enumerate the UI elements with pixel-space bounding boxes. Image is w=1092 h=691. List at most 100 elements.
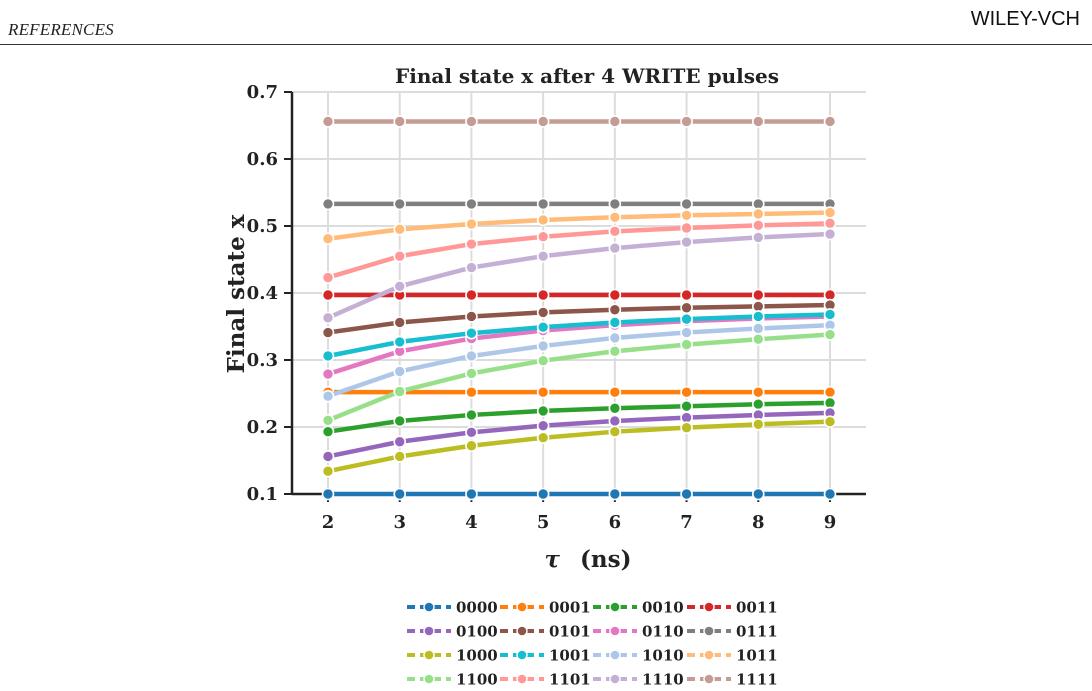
data-point [465, 237, 478, 251]
data-point [321, 413, 335, 427]
data-point [680, 208, 693, 222]
data-point [751, 418, 765, 431]
series-0001 [321, 385, 837, 399]
data-point [823, 227, 837, 241]
data-point [608, 344, 622, 358]
data-point [465, 261, 478, 274]
data-point [751, 231, 765, 244]
legend-marker [703, 625, 715, 637]
data-point [536, 115, 550, 128]
data-point [823, 206, 837, 219]
data-point [536, 320, 550, 334]
legend-label: 0011 [736, 599, 778, 617]
legend-marker [423, 673, 435, 685]
data-point [321, 367, 335, 381]
legend-item-0101: 0101 [500, 623, 591, 641]
legend-item-1100: 1100 [407, 671, 498, 689]
legend-label: 0101 [549, 623, 591, 641]
y-tick-label: 0.1 [247, 484, 278, 505]
legend-marker [516, 601, 528, 613]
data-point [465, 367, 478, 380]
series-line [327, 221, 831, 280]
legend-marker [609, 649, 621, 661]
legend-marker [516, 625, 528, 637]
data-point [393, 487, 407, 501]
y-tick-label: 0.6 [247, 149, 278, 170]
data-point [751, 207, 765, 221]
x-tick-label: 7 [680, 512, 693, 533]
data-point [536, 249, 550, 263]
data-point [393, 197, 407, 211]
x-tick-label: 5 [537, 512, 550, 533]
data-point [608, 197, 622, 211]
data-point [751, 310, 765, 323]
series-line [327, 312, 831, 359]
data-point [465, 349, 478, 363]
data-point [751, 322, 765, 335]
legend-item-0001: 0001 [500, 599, 591, 617]
data-point [608, 288, 622, 302]
y-tick-labels: 0.1 0.2 0.3 0.4 0.5 0.6 0.7 [247, 82, 278, 505]
x-tick-label: 4 [465, 512, 478, 533]
data-point [536, 197, 550, 211]
data-point [823, 308, 837, 321]
data-point [608, 225, 622, 238]
data-point [751, 397, 765, 411]
data-point [608, 487, 622, 501]
legend-marker [423, 601, 435, 613]
series-1100 [321, 328, 837, 427]
data-point [823, 487, 837, 501]
data-point [823, 415, 837, 428]
series-layer [321, 115, 837, 501]
legend-item-1011: 1011 [687, 647, 778, 665]
legend-marker [423, 649, 435, 661]
legend-label: 1100 [456, 671, 498, 689]
legend-marker [609, 601, 621, 613]
header-rule [0, 44, 1092, 45]
data-point [393, 115, 407, 128]
data-point [321, 288, 335, 302]
y-tick-label: 0.7 [247, 82, 278, 103]
x-tick-label: 6 [609, 512, 622, 533]
series-0101 [321, 298, 837, 339]
data-point [465, 408, 478, 422]
data-point [823, 385, 837, 399]
legend-marker [423, 625, 435, 637]
data-point [751, 219, 765, 232]
legend-label: 0010 [642, 599, 684, 617]
legend-label: 1011 [736, 647, 778, 665]
data-point [680, 399, 693, 413]
data-point [751, 487, 765, 501]
legend-label: 0000 [456, 599, 498, 617]
series-1110 [321, 227, 837, 325]
data-point [751, 115, 765, 128]
data-point [608, 414, 622, 428]
x-axis-label: τ (ns) [545, 546, 632, 573]
data-point [536, 385, 550, 399]
data-point [465, 426, 478, 439]
data-point [321, 487, 335, 501]
data-point [465, 310, 478, 323]
data-point [393, 279, 407, 293]
series-0111 [321, 197, 837, 211]
legend-item-0011: 0011 [687, 599, 778, 617]
data-point [536, 288, 550, 302]
y-tick-label: 0.2 [247, 417, 278, 438]
data-point [536, 354, 550, 367]
data-point [608, 241, 622, 255]
data-point [321, 197, 335, 211]
series-line [327, 410, 831, 459]
data-point [751, 332, 765, 346]
data-point [751, 385, 765, 399]
data-point [393, 223, 407, 236]
data-point [321, 115, 335, 128]
legend: 0000 0001 0010 0011 0100 0101 0110 0111 1000 1001… [407, 599, 778, 689]
section-header: REFERENCES [8, 20, 114, 39]
data-point [321, 311, 335, 325]
data-point [321, 450, 335, 463]
legend-marker [516, 673, 528, 685]
data-point [465, 217, 478, 231]
y-tick-label: 0.4 [247, 283, 278, 304]
data-point [680, 487, 693, 501]
